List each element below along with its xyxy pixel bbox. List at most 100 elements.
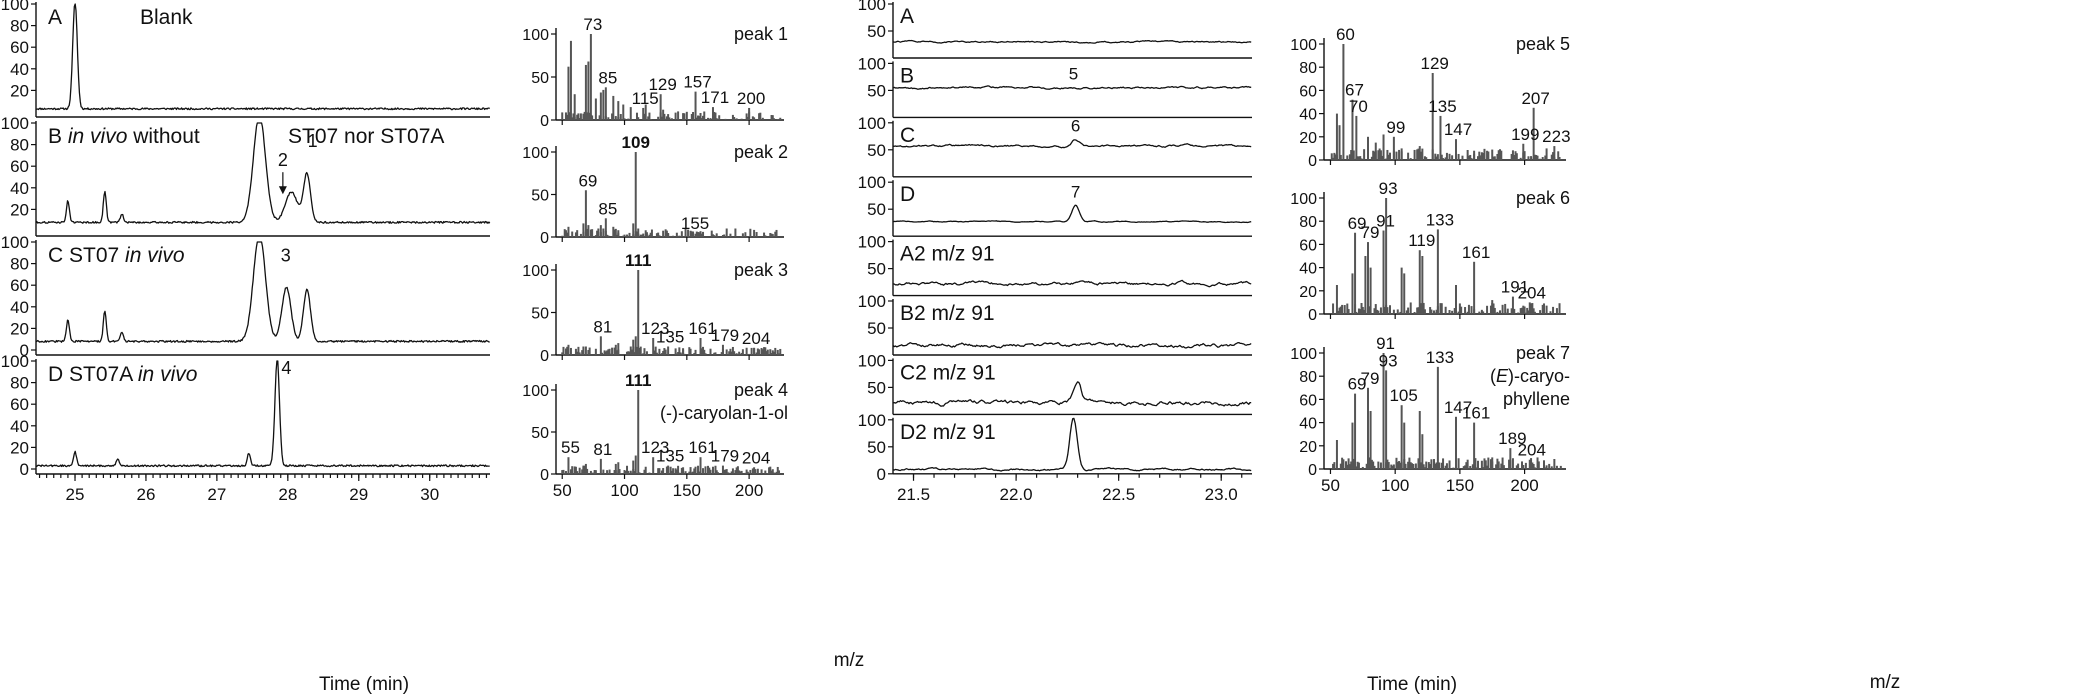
ms-y-tick-label: 40 — [1299, 107, 1317, 124]
rgc-label-part: D2 — [900, 421, 933, 444]
ms-peak-label: 111 — [625, 371, 652, 390]
ms-y-tick-label: 0 — [540, 348, 549, 365]
ms-peak-label: 133 — [1426, 210, 1454, 229]
gc-panel-label-part: ST07A — [69, 363, 138, 386]
ms-peak-label: 135 — [656, 328, 684, 347]
ms-y-tick-label: 80 — [1299, 214, 1317, 231]
ms-peak-label: 147 — [1444, 398, 1472, 417]
ms-y-tick-label: 50 — [531, 188, 549, 205]
rgc-y-tick-label: 50 — [867, 22, 886, 41]
rgc-panel-label: D2 m/z 91 — [900, 421, 996, 444]
gc-peak-annotation: 3 — [281, 245, 291, 265]
rgc-peak-annotation: 7 — [1071, 182, 1080, 201]
rgc-y-tick-label: 50 — [867, 378, 886, 397]
rgc-y-tick-label: 0 — [877, 465, 886, 484]
ms-peak-label: 200 — [737, 89, 765, 108]
gc-peak-annotation: 4 — [281, 358, 291, 378]
rgc-panel-label: C — [900, 124, 915, 147]
ms-title-line: peak 2 — [734, 142, 788, 162]
ms-x-tick-label: 100 — [1381, 476, 1409, 495]
ms-title-part: ( — [1490, 366, 1496, 386]
gc-y-tick-label: 40 — [10, 179, 29, 198]
gc-panel-extra-text: Blank — [140, 6, 193, 29]
ms-peak-label: 85 — [598, 199, 617, 218]
left-gc-xlabel: Time (min) — [319, 674, 409, 694]
rgc-panel-label: C2 m/z 91 — [900, 361, 996, 384]
ms-peak-label: 207 — [1521, 89, 1549, 108]
ms-y-tick-label: 0 — [540, 230, 549, 247]
ms-peak-label: 204 — [742, 448, 770, 467]
ms-peak-label: 60 — [1336, 25, 1355, 44]
gc-panel-label-part: without — [127, 125, 200, 148]
rgc-trace — [892, 417, 1252, 472]
gc-y-tick-label: 40 — [10, 417, 29, 436]
rgc-trace — [892, 85, 1252, 90]
rgc-panel-label: D — [900, 183, 915, 206]
rgc-x-tick-label: 22.5 — [1102, 485, 1135, 504]
ms-y-tick-label: 20 — [1299, 284, 1317, 301]
gc-panel-label: A — [48, 6, 62, 29]
rgc-trace — [892, 341, 1252, 349]
ms-peak-label: 119 — [1408, 231, 1435, 250]
rgc-label-part: m/z 91 — [932, 302, 995, 325]
ms-title-line: peak 1 — [734, 24, 788, 44]
gc-panel-label: C ST07 in vivo — [48, 244, 185, 267]
gc-y-tick-label: 40 — [10, 60, 29, 79]
rgc-trace — [892, 139, 1252, 149]
gc-peak-annotation: 1 — [308, 131, 318, 151]
ms-peak-label: 161 — [688, 438, 716, 457]
ms-peak-label: 129 — [1421, 54, 1449, 73]
rgc-label-part: A — [900, 5, 914, 28]
ms-y-tick-label: 100 — [522, 263, 549, 280]
ms-title-part: )-caryo- — [1508, 366, 1570, 386]
gc-panel-label: D ST07A in vivo — [48, 363, 198, 386]
ms-peak-label: 129 — [648, 75, 676, 94]
ms-title-line: (-)-caryolan-1-ol — [660, 403, 788, 423]
gc-y-tick-label: 0 — [20, 460, 29, 479]
ms-title-line: peak 7 — [1516, 343, 1570, 363]
ms-peak-label: 93 — [1379, 179, 1398, 198]
gc-y-tick-label: 80 — [10, 255, 29, 274]
gc-panel-label-part: ST07 — [69, 244, 125, 267]
gc-y-tick-label: 100 — [1, 0, 29, 14]
ms-y-tick-label: 0 — [540, 113, 549, 130]
ms-x-tick-label: 50 — [1321, 476, 1340, 495]
ms-title-part: E — [1496, 366, 1509, 386]
rgc-y-tick-label: 100 — [858, 114, 886, 133]
ms-y-tick-label: 0 — [540, 467, 549, 484]
ms-x-tick-label: 50 — [553, 481, 572, 500]
ms-peak-label: 204 — [742, 329, 770, 348]
ms-peak-label: 179 — [711, 326, 739, 345]
ms-peak-label: 69 — [578, 171, 597, 190]
ms-peak-label: 171 — [701, 88, 729, 107]
gc-trace — [35, 241, 490, 343]
rgc-y-tick-label: 50 — [867, 81, 886, 100]
gc-panel-letter: D — [48, 363, 69, 386]
ms-peak-label: 115 — [632, 89, 659, 108]
rgc-label-part: C2 — [900, 361, 933, 384]
ms-y-tick-label: 100 — [1290, 346, 1317, 363]
ms-peak-label: 135 — [1428, 97, 1456, 116]
gc-trace — [35, 3, 490, 111]
ms-peak-label: 123 — [641, 319, 669, 338]
ms-peak-label: 91 — [1376, 334, 1395, 353]
ms-peak-label: 135 — [656, 447, 684, 466]
rgc-x-tick-label: 21.5 — [897, 485, 930, 504]
rgc-trace — [892, 204, 1252, 224]
gc-x-tick-label: 28 — [278, 485, 297, 504]
gc-y-tick-label: 40 — [10, 298, 29, 317]
gc-arrow-head — [278, 186, 287, 195]
ms-peak-label: 204 — [1518, 441, 1546, 460]
rgc-panel-label: B2 m/z 91 — [900, 302, 995, 325]
ms-y-tick-label: 60 — [1299, 392, 1317, 409]
rgc-label-part: m/z 91 — [932, 243, 995, 266]
ms-title-line: peak 3 — [734, 260, 788, 280]
ms-y-tick-label: 100 — [1290, 191, 1317, 208]
gc-y-tick-label: 0 — [20, 341, 29, 360]
left-ms-xlabel: m/z — [834, 650, 865, 671]
ms-y-tick-label: 100 — [522, 383, 549, 400]
ms-y-tick-label: 0 — [1308, 307, 1317, 324]
rgc-label-part: D — [900, 183, 915, 206]
